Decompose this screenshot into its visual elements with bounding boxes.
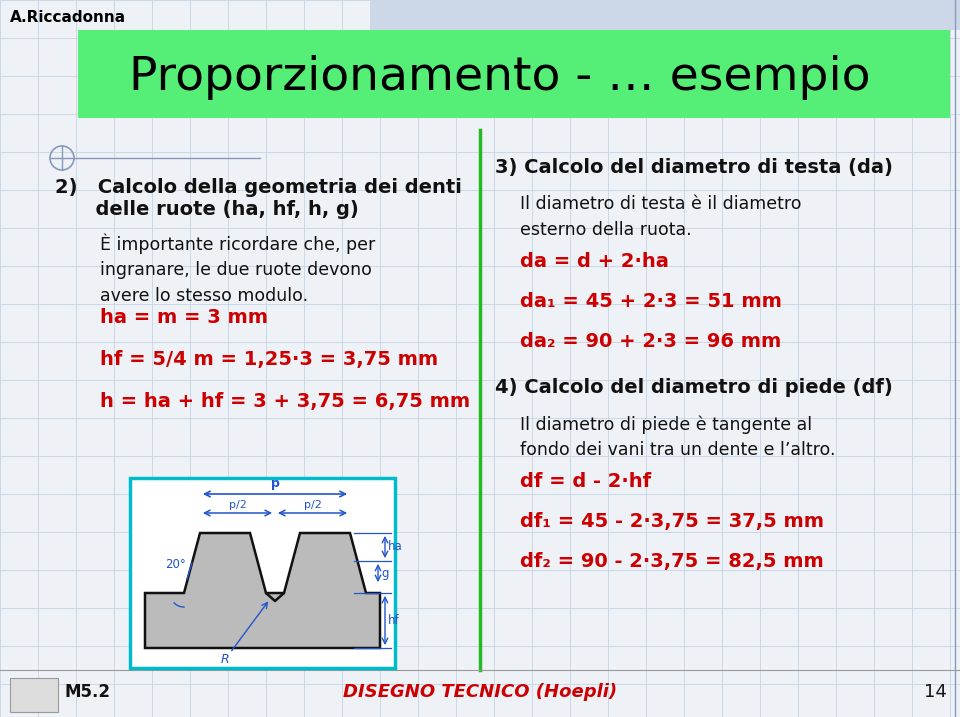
Text: delle ruote (ha, hf, h, g): delle ruote (ha, hf, h, g) — [55, 200, 359, 219]
Text: M5.2: M5.2 — [65, 683, 111, 701]
Text: df₂ = 90 - 2·3,75 = 82,5 mm: df₂ = 90 - 2·3,75 = 82,5 mm — [520, 552, 824, 571]
Text: p/2: p/2 — [303, 500, 322, 510]
Polygon shape — [145, 533, 380, 648]
Text: da = d + 2·ha: da = d + 2·ha — [520, 252, 669, 271]
Polygon shape — [78, 30, 950, 118]
Text: 3) Calcolo del diametro di testa (da): 3) Calcolo del diametro di testa (da) — [495, 158, 893, 177]
Text: Il diametro di testa è il diametro
esterno della ruota.: Il diametro di testa è il diametro ester… — [520, 195, 802, 239]
Polygon shape — [370, 0, 960, 30]
Text: ha = m = 3 mm: ha = m = 3 mm — [100, 308, 268, 327]
Text: 4) Calcolo del diametro di piede (df): 4) Calcolo del diametro di piede (df) — [495, 378, 893, 397]
Text: df₁ = 45 - 2·3,75 = 37,5 mm: df₁ = 45 - 2·3,75 = 37,5 mm — [520, 512, 824, 531]
Text: Il diametro di piede è tangente al
fondo dei vani tra un dente e l’altro.: Il diametro di piede è tangente al fondo… — [520, 415, 835, 459]
Text: 2)   Calcolo della geometria dei denti: 2) Calcolo della geometria dei denti — [55, 178, 462, 197]
Text: A.Riccadonna: A.Riccadonna — [10, 9, 126, 24]
Polygon shape — [10, 678, 58, 712]
Text: 14: 14 — [924, 683, 947, 701]
Text: hf = 5/4 m = 1,25·3 = 3,75 mm: hf = 5/4 m = 1,25·3 = 3,75 mm — [100, 350, 438, 369]
Text: p/2: p/2 — [228, 500, 247, 510]
Text: 20°: 20° — [165, 559, 186, 571]
Polygon shape — [130, 478, 395, 668]
Text: da₁ = 45 + 2·3 = 51 mm: da₁ = 45 + 2·3 = 51 mm — [520, 292, 781, 311]
Text: ha: ha — [388, 541, 403, 554]
Text: Proporzionamento - … esempio: Proporzionamento - … esempio — [130, 55, 871, 100]
Text: h = ha + hf = 3 + 3,75 = 6,75 mm: h = ha + hf = 3 + 3,75 = 6,75 mm — [100, 392, 470, 411]
Text: R: R — [221, 653, 229, 666]
Text: g: g — [381, 566, 389, 579]
Text: da₂ = 90 + 2·3 = 96 mm: da₂ = 90 + 2·3 = 96 mm — [520, 332, 781, 351]
Text: p: p — [271, 477, 279, 490]
Text: hf: hf — [388, 614, 399, 627]
Text: df = d - 2·hf: df = d - 2·hf — [520, 472, 651, 491]
Text: DISEGNO TECNICO (Hoepli): DISEGNO TECNICO (Hoepli) — [343, 683, 617, 701]
Text: È importante ricordare che, per
ingranare, le due ruote devono
avere lo stesso m: È importante ricordare che, per ingranar… — [100, 233, 375, 305]
